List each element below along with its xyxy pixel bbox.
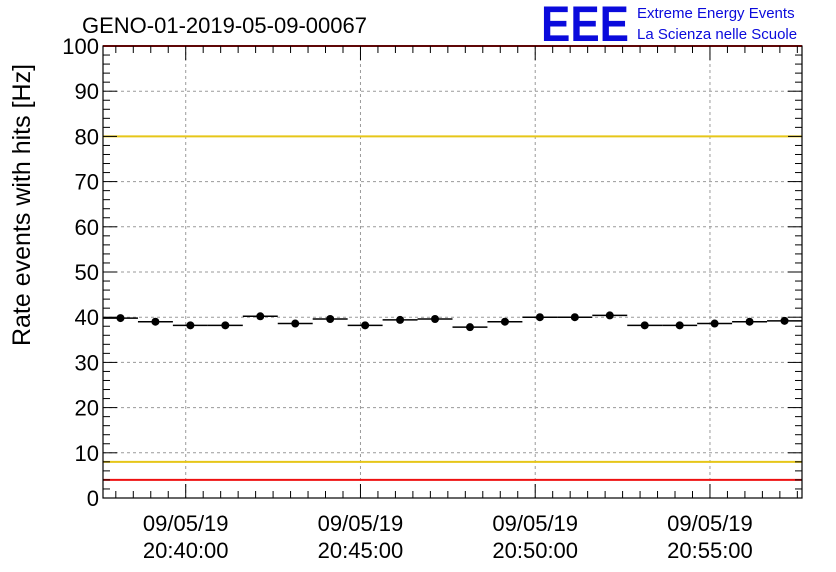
- x-tick-date: 09/05/19: [318, 511, 404, 536]
- x-tick-time: 20:50:00: [492, 538, 578, 563]
- y-tick-label: 100: [62, 34, 99, 59]
- y-tick-label: 50: [75, 260, 99, 285]
- data-point: [570, 313, 579, 322]
- data-point: [256, 312, 265, 321]
- x-tick-time: 20:40:00: [143, 538, 229, 563]
- data-point: [326, 315, 335, 324]
- data-point: [116, 314, 125, 323]
- y-tick-label: 10: [75, 441, 99, 466]
- y-tick-label: 20: [75, 396, 99, 421]
- data-point: [186, 321, 195, 330]
- data-point: [396, 315, 405, 324]
- y-tick-label: 60: [75, 215, 99, 240]
- data-point: [675, 321, 684, 330]
- axis-ticks: [103, 45, 802, 499]
- logo-letters: EEE: [541, 0, 629, 52]
- chart-title: GENO-01-2019-05-09-00067: [82, 13, 367, 38]
- x-tick-date: 09/05/19: [143, 511, 229, 536]
- data-point: [640, 321, 649, 330]
- data-point: [431, 315, 440, 324]
- tick-labels: 010203040506070809010009/05/1920:40:0009…: [62, 34, 753, 563]
- data-point: [291, 319, 300, 328]
- data-point: [780, 316, 789, 325]
- x-tick-date: 09/05/19: [667, 511, 753, 536]
- y-tick-label: 40: [75, 305, 99, 330]
- data-point: [535, 313, 544, 322]
- data-point: [500, 317, 509, 326]
- eee-logo: EEE Extreme Energy Events La Scienza nel…: [541, 0, 797, 52]
- x-tick-time: 20:45:00: [318, 538, 404, 563]
- data-point: [745, 317, 754, 326]
- reference-lines: [103, 45, 802, 481]
- logo-line2: La Scienza nelle Scuole: [637, 26, 797, 43]
- data-point: [710, 319, 719, 328]
- y-tick-label: 90: [75, 79, 99, 104]
- y-tick-label: 70: [75, 170, 99, 195]
- y-axis-title: Rate events with hits [Hz]: [8, 64, 36, 346]
- data-point: [605, 311, 614, 320]
- data-point: [151, 317, 160, 326]
- x-tick-date: 09/05/19: [492, 511, 578, 536]
- data-point: [361, 321, 370, 330]
- y-tick-label: 80: [75, 124, 99, 149]
- data-points: [103, 311, 802, 332]
- x-tick-time: 20:55:00: [667, 538, 753, 563]
- y-tick-label: 30: [75, 350, 99, 375]
- data-point: [221, 321, 230, 330]
- logo-line1: Extreme Energy Events: [637, 5, 795, 22]
- grid: [103, 46, 802, 498]
- data-point: [465, 323, 474, 332]
- y-tick-label: 0: [87, 486, 99, 511]
